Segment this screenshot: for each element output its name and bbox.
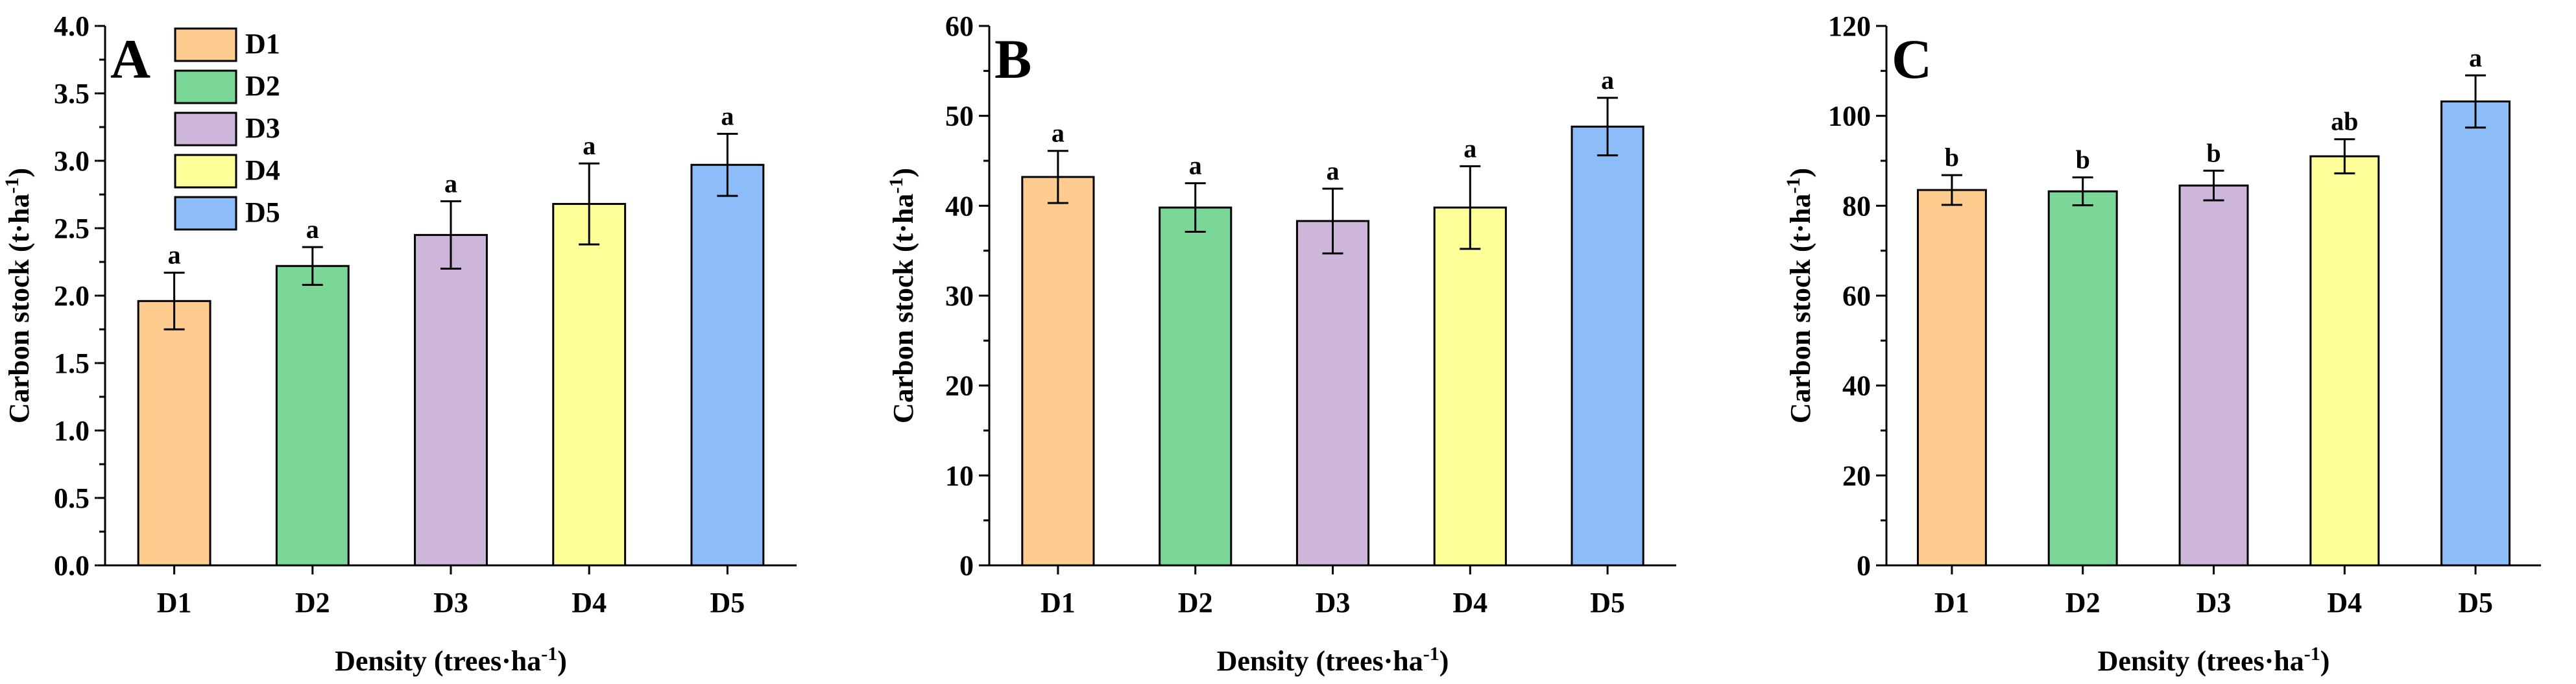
significance-label: a	[1601, 65, 1614, 95]
y-axis-label: Carbon stock (t·ha-1)	[885, 168, 919, 423]
significance-label: ab	[2331, 107, 2358, 136]
panel-letter: A	[110, 28, 150, 90]
significance-label: b	[2076, 145, 2090, 174]
legend-label-D3: D3	[245, 112, 280, 144]
significance-label: a	[2469, 43, 2482, 72]
bar-D4	[1433, 206, 1507, 567]
bar-D3	[1295, 220, 1370, 567]
legend-label-D2: D2	[245, 70, 280, 102]
x-tick-label: D3	[1316, 587, 1351, 619]
panel-A: a D1 a D2 a D3 a D4 a D5 0.0 0.5 1.0 1.5 2.0 2.5 3.0 3.5 4…	[1, 10, 797, 677]
y-tick-label: 2.5	[54, 213, 90, 244]
y-tick-label: 0	[1857, 550, 1871, 582]
panel-B: a D1 a D2 a D3 a D4 a D5 0 10 20 30 40 50 60 B Carbon stoc…	[885, 10, 1676, 677]
x-tick-label: D2	[295, 587, 330, 619]
y-tick-label: 3.0	[54, 145, 90, 177]
legend-swatch-D3	[174, 112, 237, 147]
significance-label: a	[1327, 156, 1340, 185]
x-tick-label: D1	[157, 587, 192, 619]
legend-swatch-D5	[174, 196, 237, 231]
y-tick-label: 30	[945, 280, 974, 312]
y-tick-label: 40	[945, 190, 974, 222]
significance-label: b	[2206, 138, 2221, 167]
significance-label: b	[1945, 143, 1959, 172]
significance-label: a	[444, 169, 457, 198]
x-axis-label: Density (trees·ha-1)	[2098, 643, 2330, 677]
bar-D2	[2047, 190, 2118, 567]
y-tick-label: 20	[945, 370, 974, 402]
y-tick-label: 3.5	[54, 78, 90, 110]
bar-D5	[2440, 100, 2511, 567]
bar-D2	[1159, 206, 1233, 567]
y-tick-label: 2.0	[54, 280, 90, 312]
significance-label: a	[1463, 134, 1476, 163]
y-tick-label: 1.5	[54, 348, 90, 379]
panel-letter: B	[994, 28, 1031, 90]
x-tick-label: D4	[2327, 587, 2362, 619]
x-tick-label: D3	[433, 587, 468, 619]
significance-label: a	[168, 241, 181, 270]
bar-D1	[1021, 176, 1095, 567]
y-tick-label: 20	[1842, 460, 1871, 491]
bar-D1	[137, 300, 211, 567]
y-tick-label: 0.5	[54, 482, 90, 514]
legend-label-D1: D1	[245, 28, 280, 60]
x-tick-label: D3	[2197, 587, 2232, 619]
bar-D2	[275, 265, 350, 567]
y-tick-label: 0	[959, 550, 974, 582]
legend-swatch-D1	[174, 27, 237, 62]
bar-D5	[690, 163, 765, 567]
y-tick-label: 100	[1828, 100, 1871, 132]
x-tick-label: D5	[1590, 587, 1625, 619]
x-tick-label: D4	[1452, 587, 1487, 619]
x-tick-label: D5	[710, 587, 745, 619]
legend-label-D4: D4	[245, 154, 280, 186]
y-axis-label: Carbon stock (t·ha-1)	[1783, 168, 1816, 423]
x-axis-label: Density (trees·ha-1)	[335, 643, 567, 677]
bar-D4	[552, 203, 627, 567]
x-tick-label: D1	[1041, 587, 1076, 619]
legend-swatch-D2	[174, 69, 237, 104]
y-tick-label: 10	[945, 460, 974, 491]
significance-label: a	[306, 215, 319, 244]
x-tick-label: D2	[1178, 587, 1213, 619]
x-axis-label: Density (trees·ha-1)	[1217, 643, 1449, 677]
x-tick-label: D1	[1934, 587, 1969, 619]
x-tick-label: D4	[572, 587, 607, 619]
x-tick-label: D5	[2458, 587, 2493, 619]
bar-D1	[1916, 189, 1987, 567]
y-tick-label: 4.0	[54, 10, 90, 42]
y-tick-label: 0.0	[54, 550, 90, 582]
panel-C: b D1 b D2 b D3 ab D4 a D5 0 20 40 60 80 100 120 C Carbon s…	[1783, 10, 2541, 677]
legend: D1 D2 D3 D4 D5	[174, 27, 280, 231]
y-tick-label: 80	[1842, 190, 1871, 222]
bar-D3	[2178, 184, 2249, 567]
legend-label-D5: D5	[245, 196, 280, 228]
y-tick-label: 1.0	[54, 415, 90, 447]
significance-label: a	[1052, 119, 1065, 148]
legend-swatch-D4	[174, 154, 237, 189]
y-tick-label: 60	[1842, 280, 1871, 312]
y-tick-label: 40	[1842, 370, 1871, 402]
x-tick-label: D2	[2065, 587, 2101, 619]
bar-D3	[414, 233, 488, 567]
y-tick-label: 50	[945, 100, 974, 132]
significance-label: a	[721, 101, 734, 130]
y-tick-label: 60	[945, 10, 974, 42]
significance-label: a	[1189, 151, 1202, 180]
y-axis-label: Carbon stock (t·ha-1)	[1, 168, 35, 423]
bar-D4	[2309, 155, 2380, 567]
bar-D5	[1571, 125, 1644, 567]
significance-label: a	[583, 131, 596, 160]
panel-letter: C	[1892, 28, 1932, 90]
y-tick-label: 120	[1828, 10, 1871, 42]
